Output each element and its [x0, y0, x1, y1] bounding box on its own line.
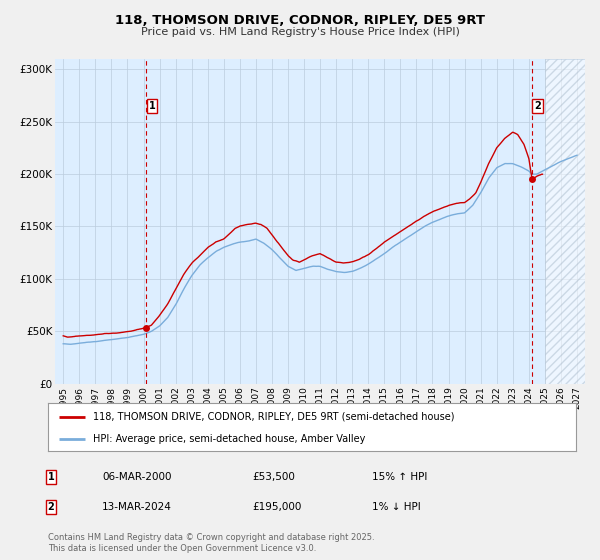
Text: 118, THOMSON DRIVE, CODNOR, RIPLEY, DE5 9RT: 118, THOMSON DRIVE, CODNOR, RIPLEY, DE5 … [115, 14, 485, 27]
Text: 15% ↑ HPI: 15% ↑ HPI [372, 472, 427, 482]
Text: Contains HM Land Registry data © Crown copyright and database right 2025.
This d: Contains HM Land Registry data © Crown c… [48, 533, 374, 553]
Text: HPI: Average price, semi-detached house, Amber Valley: HPI: Average price, semi-detached house,… [93, 434, 365, 444]
Text: 1% ↓ HPI: 1% ↓ HPI [372, 502, 421, 512]
Text: £195,000: £195,000 [252, 502, 301, 512]
Text: Price paid vs. HM Land Registry's House Price Index (HPI): Price paid vs. HM Land Registry's House … [140, 27, 460, 37]
Text: 2: 2 [535, 101, 541, 111]
Text: 2: 2 [47, 502, 55, 512]
Text: £53,500: £53,500 [252, 472, 295, 482]
Text: 1: 1 [149, 101, 155, 111]
Text: 06-MAR-2000: 06-MAR-2000 [102, 472, 172, 482]
Text: 118, THOMSON DRIVE, CODNOR, RIPLEY, DE5 9RT (semi-detached house): 118, THOMSON DRIVE, CODNOR, RIPLEY, DE5 … [93, 412, 454, 422]
Text: 13-MAR-2024: 13-MAR-2024 [102, 502, 172, 512]
Bar [545, 59, 585, 384]
Text: 1: 1 [47, 472, 55, 482]
